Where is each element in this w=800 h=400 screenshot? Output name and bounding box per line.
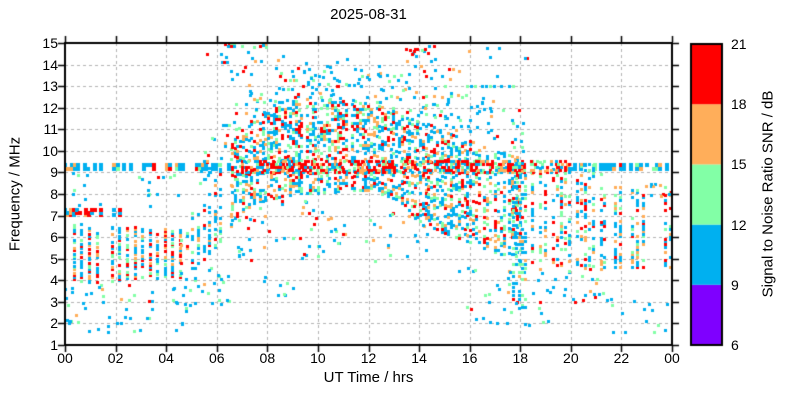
snr-spectrogram-figure: 2025-08-31 Frequency / MHz UT Time / hrs… [0,0,800,400]
snr-spectrogram-canvas [0,0,800,400]
